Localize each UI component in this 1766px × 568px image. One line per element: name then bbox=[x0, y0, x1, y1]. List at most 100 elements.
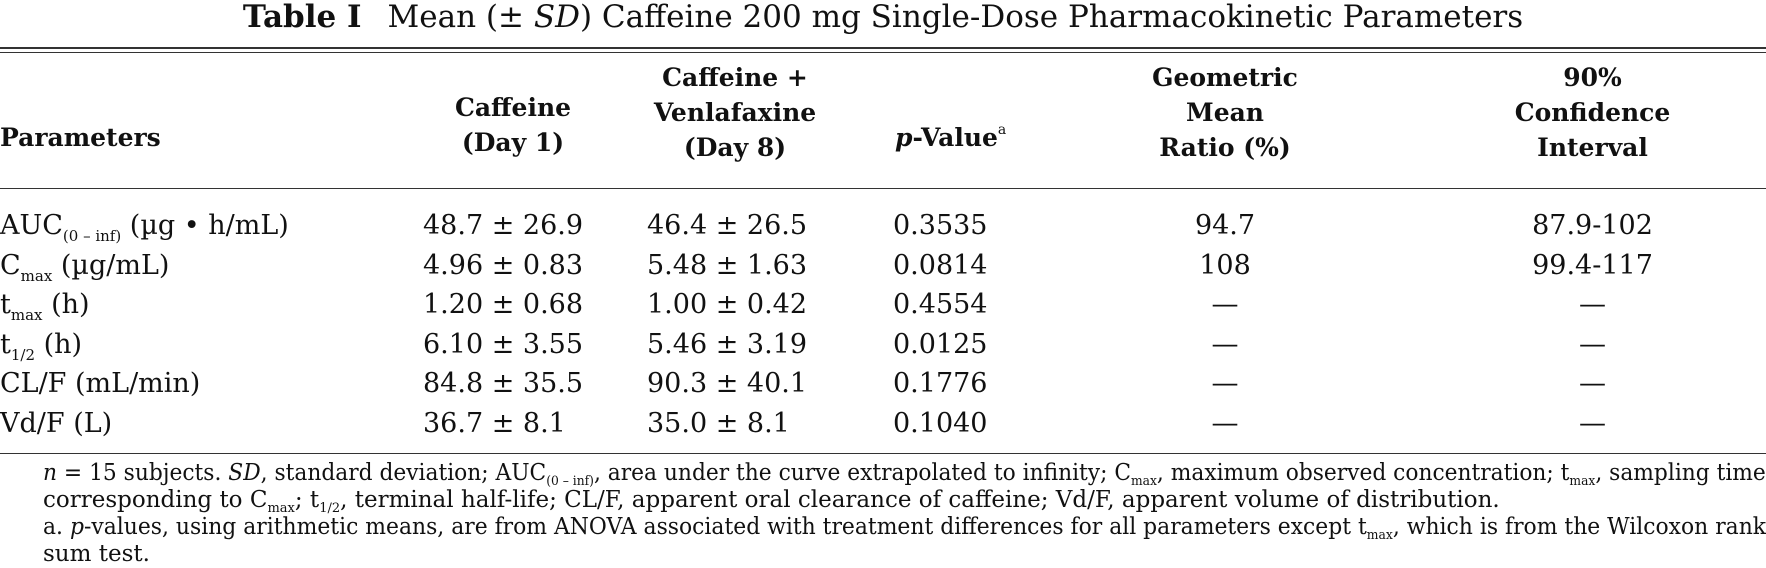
fn-text: a. bbox=[43, 514, 70, 540]
param-sub: max bbox=[20, 267, 53, 285]
header-rule bbox=[0, 188, 1766, 189]
top-rule bbox=[0, 47, 1766, 49]
cell-ci: 99.4-117 bbox=[1532, 250, 1653, 281]
fn-sub: max bbox=[267, 501, 295, 516]
fn-text: -values, using arithmetic means, are fro… bbox=[83, 514, 1367, 540]
cell-day8: 46.4 ± 26.5 bbox=[647, 210, 808, 241]
row-parameter: Vd/F (L) bbox=[0, 404, 112, 444]
header-ci-line2: Confidence bbox=[1514, 98, 1671, 127]
header-pvalue-p: p bbox=[895, 123, 913, 152]
fn-sub: (0 – inf) bbox=[546, 474, 594, 489]
row-parameter: t1/2 (h) bbox=[0, 325, 82, 365]
table-label: Table I bbox=[242, 0, 362, 35]
cell-day1: 4.96 ± 0.83 bbox=[423, 250, 584, 281]
fn-p: p bbox=[69, 514, 84, 540]
param-sub: 1/2 bbox=[10, 346, 35, 364]
footnote-line-4: sum test. bbox=[43, 541, 150, 567]
cell-day8: 5.48 ± 1.63 bbox=[647, 250, 808, 281]
header-combo: Caffeine + Venlafaxine (Day 8) bbox=[630, 60, 840, 165]
cell-pvalue: 0.0125 bbox=[893, 329, 988, 360]
cell-ci: — bbox=[1579, 329, 1606, 360]
cell-day1: 6.10 ± 3.55 bbox=[423, 329, 584, 360]
cell-day8: 90.3 ± 40.1 bbox=[647, 368, 808, 399]
header-gmr-line1: Geometric bbox=[1152, 63, 1298, 92]
param-unit: (h) bbox=[42, 289, 90, 320]
cell-ci: — bbox=[1579, 408, 1606, 439]
fn-sd: SD bbox=[228, 460, 261, 486]
fn-text: , which is from the Wilcoxon rank bbox=[1392, 514, 1766, 540]
header-combo-line3: (Day 8) bbox=[683, 133, 787, 162]
cell-gmr: — bbox=[1211, 408, 1239, 439]
cell-day1: 36.7 ± 8.1 bbox=[423, 408, 566, 439]
cell-pvalue: 0.3535 bbox=[893, 210, 988, 241]
bottom-rule bbox=[0, 453, 1766, 454]
caption-title-post: ) Caffeine 200 mg Single-Dose Pharmacoki… bbox=[579, 0, 1524, 35]
param-name: t bbox=[0, 329, 11, 360]
header-parameters-text: Parameters bbox=[0, 123, 161, 152]
header-pvalue: p-Valuea bbox=[895, 120, 1006, 155]
header-caffeine: Caffeine (Day 1) bbox=[432, 90, 594, 160]
header-pvalue-sup: a bbox=[997, 122, 1007, 138]
param-unit: (h) bbox=[35, 329, 83, 360]
param-name: CL/F bbox=[0, 368, 67, 399]
fn-sub: max bbox=[1366, 528, 1393, 543]
fn-n: n bbox=[43, 460, 58, 486]
param-name: AUC bbox=[0, 210, 63, 241]
cell-pvalue: 0.0814 bbox=[893, 250, 988, 281]
footnote-line-2: corresponding to Cmax; t1/2, terminal ha… bbox=[43, 487, 1766, 516]
header-ci: 90% Confidence Interval bbox=[1490, 60, 1695, 165]
cell-day1: 48.7 ± 26.9 bbox=[423, 210, 584, 241]
cell-day8: 5.46 ± 3.19 bbox=[647, 329, 808, 360]
cell-day1: 84.8 ± 35.5 bbox=[423, 368, 584, 399]
header-ci-line3: Interval bbox=[1537, 133, 1648, 162]
param-name: C bbox=[0, 250, 21, 281]
fn-text: , sampling time bbox=[1595, 460, 1766, 486]
footnote-line-1: n = 15 subjects. SD, standard deviation;… bbox=[43, 460, 1766, 489]
row-parameter: AUC(0 – inf) (µg • h/mL) bbox=[0, 206, 289, 246]
cell-ci: — bbox=[1579, 289, 1606, 320]
cell-gmr: — bbox=[1211, 368, 1239, 399]
fn-text: , terminal half-life; CL/F, apparent ora… bbox=[340, 487, 1500, 513]
fn-text: , area under the curve extrapolated to i… bbox=[593, 460, 1131, 486]
row-parameter: tmax (h) bbox=[0, 285, 90, 325]
fn-text: , maximum observed concentration; t bbox=[1156, 460, 1570, 486]
cell-gmr: 108 bbox=[1199, 250, 1251, 281]
header-caffeine-line1: Caffeine bbox=[454, 93, 572, 122]
param-name: t bbox=[0, 289, 11, 320]
footnote-line-3: a. p-values, using arithmetic means, are… bbox=[43, 514, 1766, 543]
param-sub: max bbox=[10, 306, 43, 324]
cell-day1: 1.20 ± 0.68 bbox=[423, 289, 584, 320]
row-parameter: Cmax (µg/mL) bbox=[0, 246, 169, 286]
header-combo-line2: Venlafaxine bbox=[653, 98, 817, 127]
caption-title-sd: SD bbox=[533, 0, 580, 35]
header-gmr: Geometric Mean Ratio (%) bbox=[1125, 60, 1325, 165]
param-unit: (µg/mL) bbox=[52, 250, 170, 281]
header-gmr-line3: Ratio (%) bbox=[1159, 133, 1291, 162]
param-unit: (mL/min) bbox=[66, 368, 201, 399]
header-ci-line1: 90% bbox=[1563, 63, 1622, 92]
table-caption: Table I Mean (± SD) Caffeine 200 mg Singl… bbox=[0, 0, 1766, 40]
param-unit: (µg • h/mL) bbox=[121, 210, 289, 241]
fn-sub: 1/2 bbox=[319, 501, 341, 516]
param-sub: (0 – inf) bbox=[62, 227, 122, 245]
cell-gmr: — bbox=[1211, 289, 1239, 320]
cell-pvalue: 0.4554 bbox=[893, 289, 988, 320]
cell-day8: 1.00 ± 0.42 bbox=[647, 289, 808, 320]
row-parameter: CL/F (mL/min) bbox=[0, 364, 200, 404]
cell-pvalue: 0.1040 bbox=[893, 408, 988, 439]
param-unit: (L) bbox=[64, 408, 113, 439]
header-gmr-line2: Mean bbox=[1186, 98, 1264, 127]
caption-title-pre: Mean (± bbox=[387, 0, 524, 35]
cell-ci: — bbox=[1579, 368, 1606, 399]
header-combo-line1: Caffeine + bbox=[662, 63, 808, 92]
fn-text: , standard deviation; AUC bbox=[260, 460, 547, 486]
top-rule-thin bbox=[0, 52, 1766, 53]
fn-sub: max bbox=[1569, 474, 1596, 489]
header-caffeine-line2: (Day 1) bbox=[461, 128, 565, 157]
cell-gmr: 94.7 bbox=[1194, 210, 1256, 241]
header-pvalue-text: -Value bbox=[912, 123, 998, 152]
cell-pvalue: 0.1776 bbox=[893, 368, 988, 399]
cell-gmr: — bbox=[1211, 329, 1239, 360]
fn-text: corresponding to C bbox=[43, 487, 268, 513]
header-parameters: Parameters bbox=[0, 120, 161, 155]
